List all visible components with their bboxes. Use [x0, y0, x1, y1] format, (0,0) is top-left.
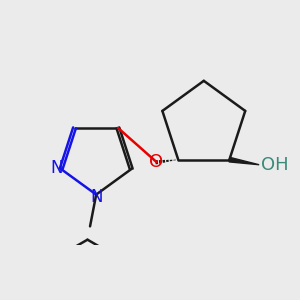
Text: N: N [51, 159, 63, 177]
Text: O: O [148, 153, 163, 171]
Polygon shape [229, 157, 259, 165]
Text: N: N [90, 188, 102, 206]
Text: OH: OH [261, 156, 289, 174]
